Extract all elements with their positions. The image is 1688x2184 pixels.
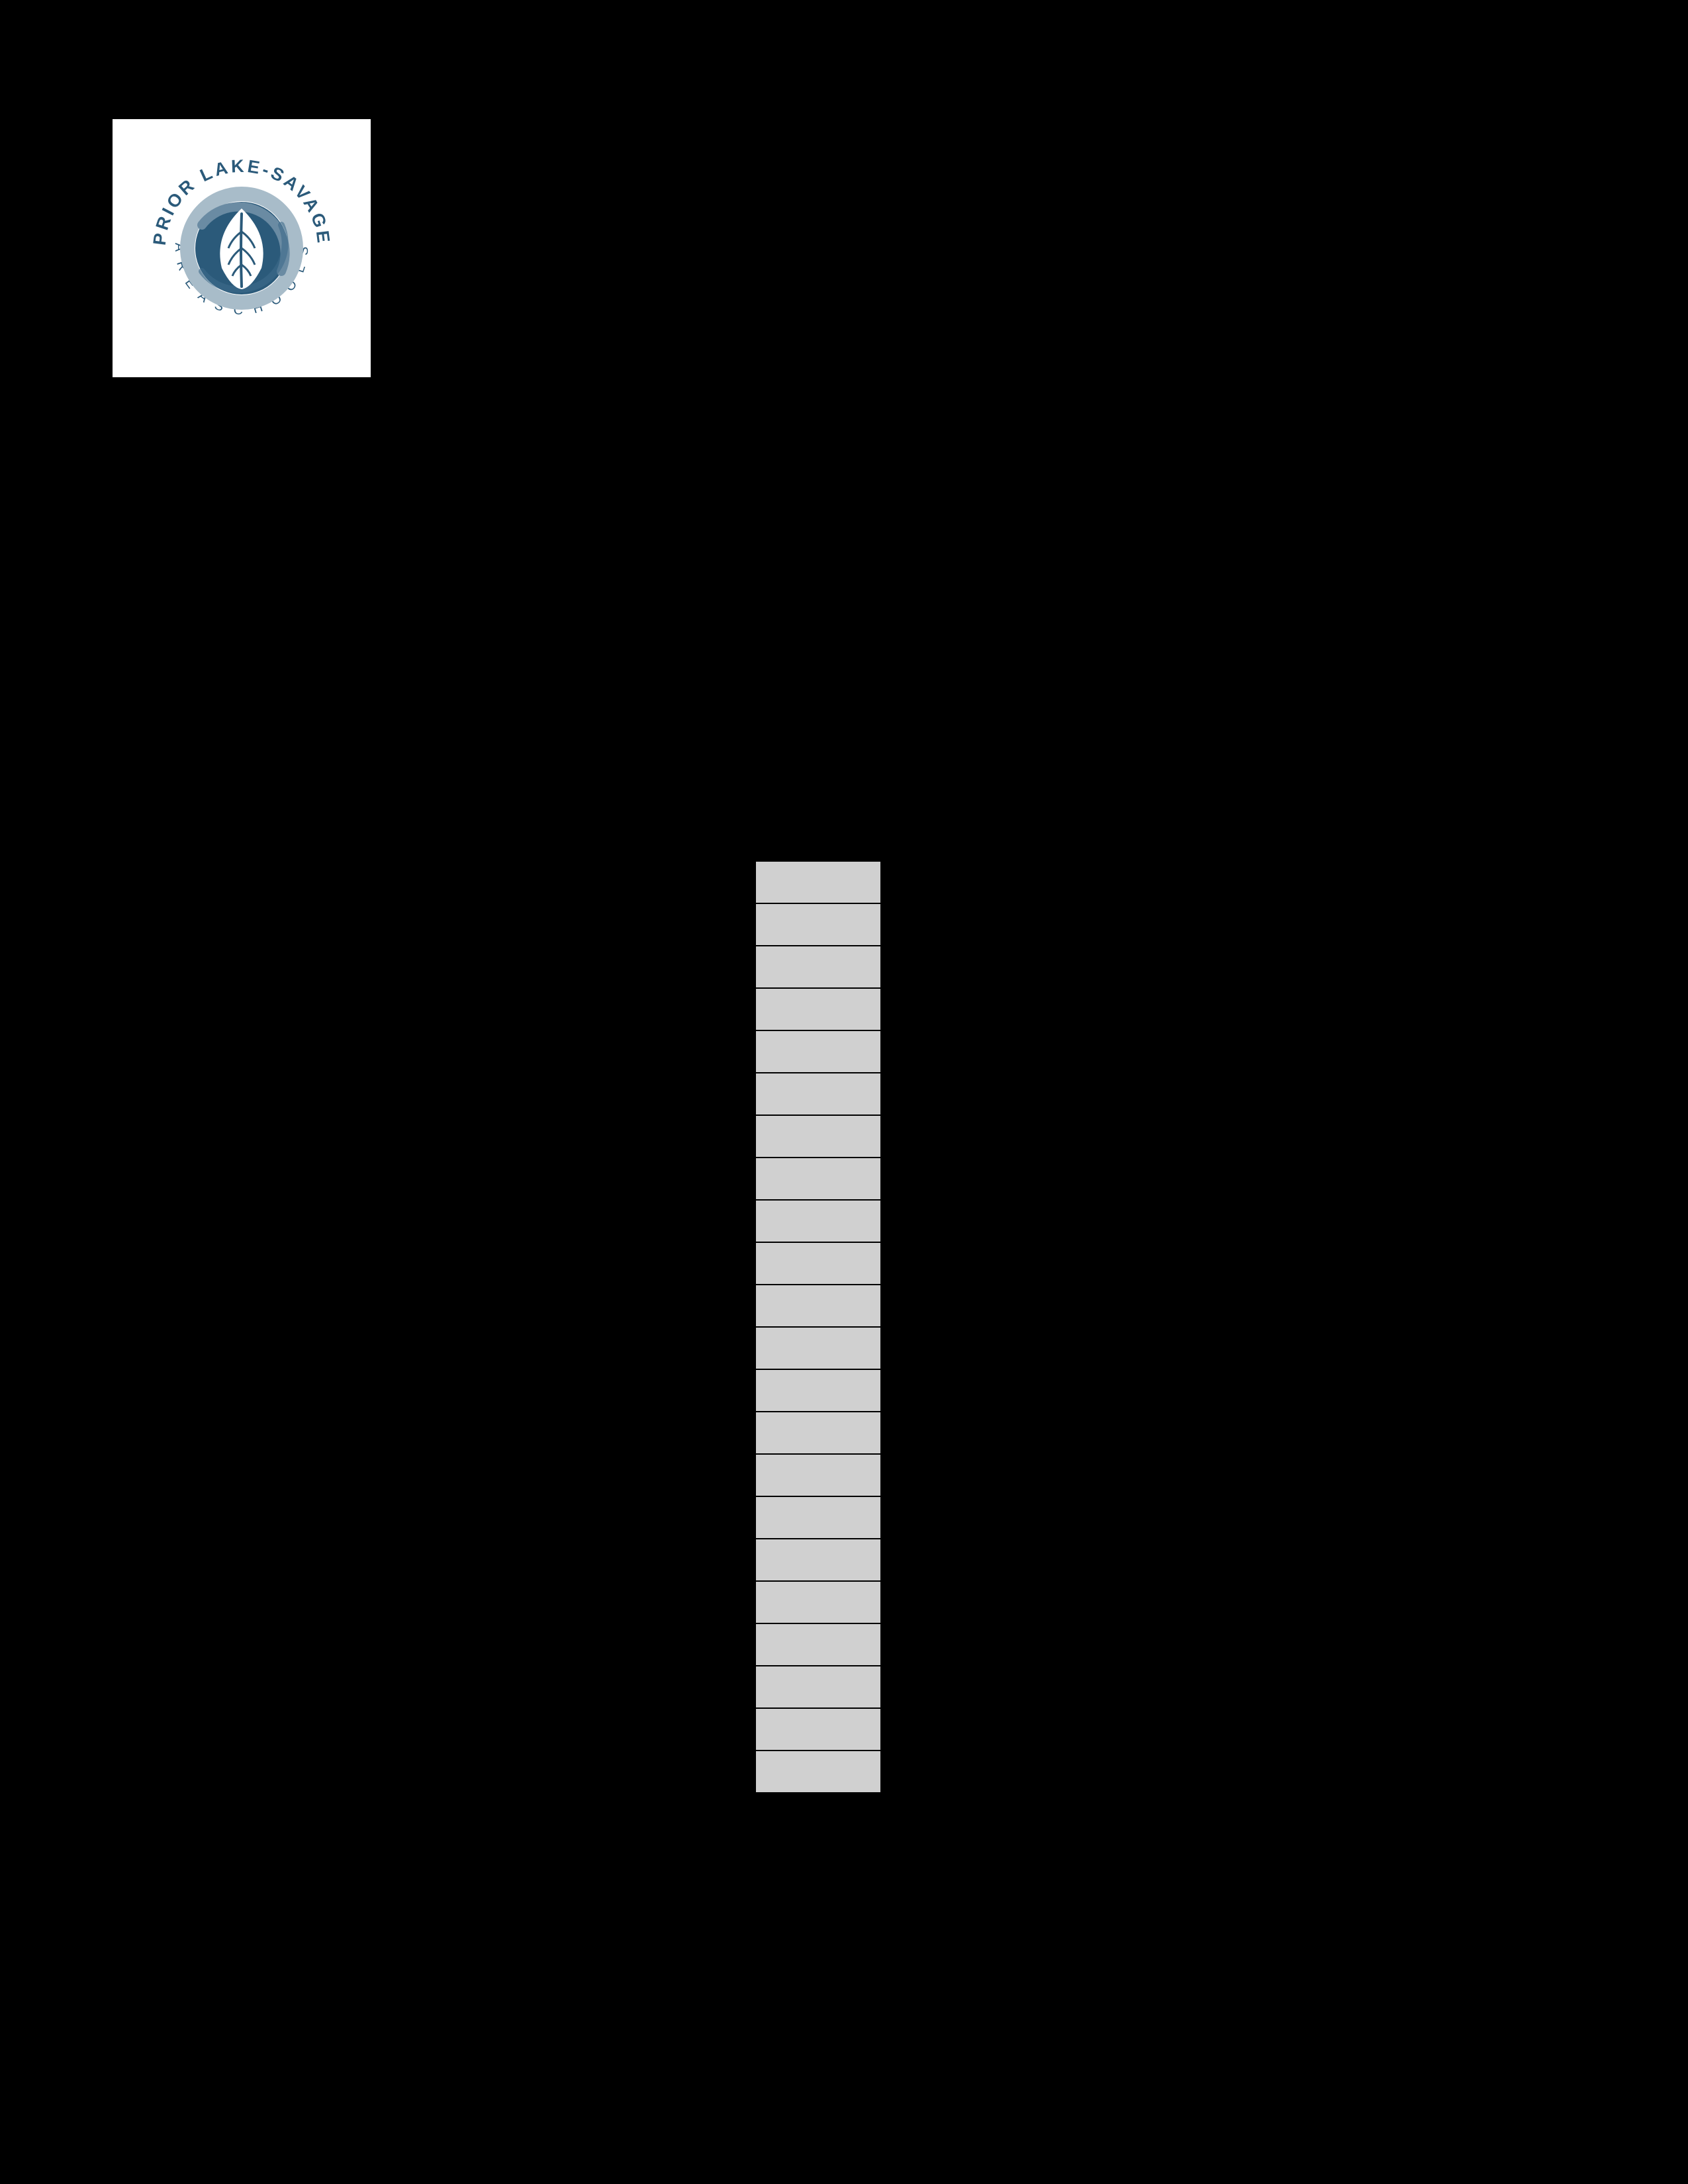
table-cell: [755, 1496, 881, 1539]
table-cell: [755, 1412, 881, 1454]
table-row: [755, 1581, 881, 1623]
table-cell: [755, 1751, 881, 1793]
table-row: [755, 1666, 881, 1708]
table-row: [755, 1751, 881, 1793]
table-cell: [755, 1327, 881, 1369]
logo-container: PRIOR LAKE-SAVAGE A R E A S C H O O L S: [113, 119, 371, 377]
table-cell: [755, 1581, 881, 1623]
table-row: [755, 1623, 881, 1666]
table-row: [755, 1200, 881, 1242]
table-row: [755, 903, 881, 946]
table-cell: [755, 1454, 881, 1496]
table-row: [755, 1115, 881, 1158]
table-cell: [755, 1030, 881, 1073]
table-row: [755, 946, 881, 988]
table-cell: [755, 903, 881, 946]
table-row: [755, 1412, 881, 1454]
table-cell: [755, 1158, 881, 1200]
table-row: [755, 1285, 881, 1327]
table-cell: [755, 946, 881, 988]
table-row: [755, 1030, 881, 1073]
table-cell: [755, 1115, 881, 1158]
table-row: [755, 1454, 881, 1496]
table-row: [755, 1242, 881, 1285]
table-row: [755, 1327, 881, 1369]
table-cell: [755, 1200, 881, 1242]
table-cell: [755, 861, 881, 903]
table-row: [755, 1073, 881, 1115]
table-cell: [755, 1073, 881, 1115]
table-cell: [755, 1539, 881, 1581]
table-cell: [755, 1623, 881, 1666]
table-cell: [755, 1708, 881, 1751]
table-row: [755, 988, 881, 1030]
table-cell: [755, 1285, 881, 1327]
table-row: [755, 1708, 881, 1751]
table-row: [755, 1158, 881, 1200]
table-cell: [755, 988, 881, 1030]
table-cell: [755, 1369, 881, 1412]
table-cell: [755, 1666, 881, 1708]
table-body: [755, 861, 881, 1793]
table-row: [755, 1496, 881, 1539]
table-row: [755, 1539, 881, 1581]
table-row: [755, 861, 881, 903]
school-logo-icon: PRIOR LAKE-SAVAGE A R E A S C H O O L S: [129, 136, 354, 361]
data-table: [755, 860, 882, 1794]
table-cell: [755, 1242, 881, 1285]
table-row: [755, 1369, 881, 1412]
